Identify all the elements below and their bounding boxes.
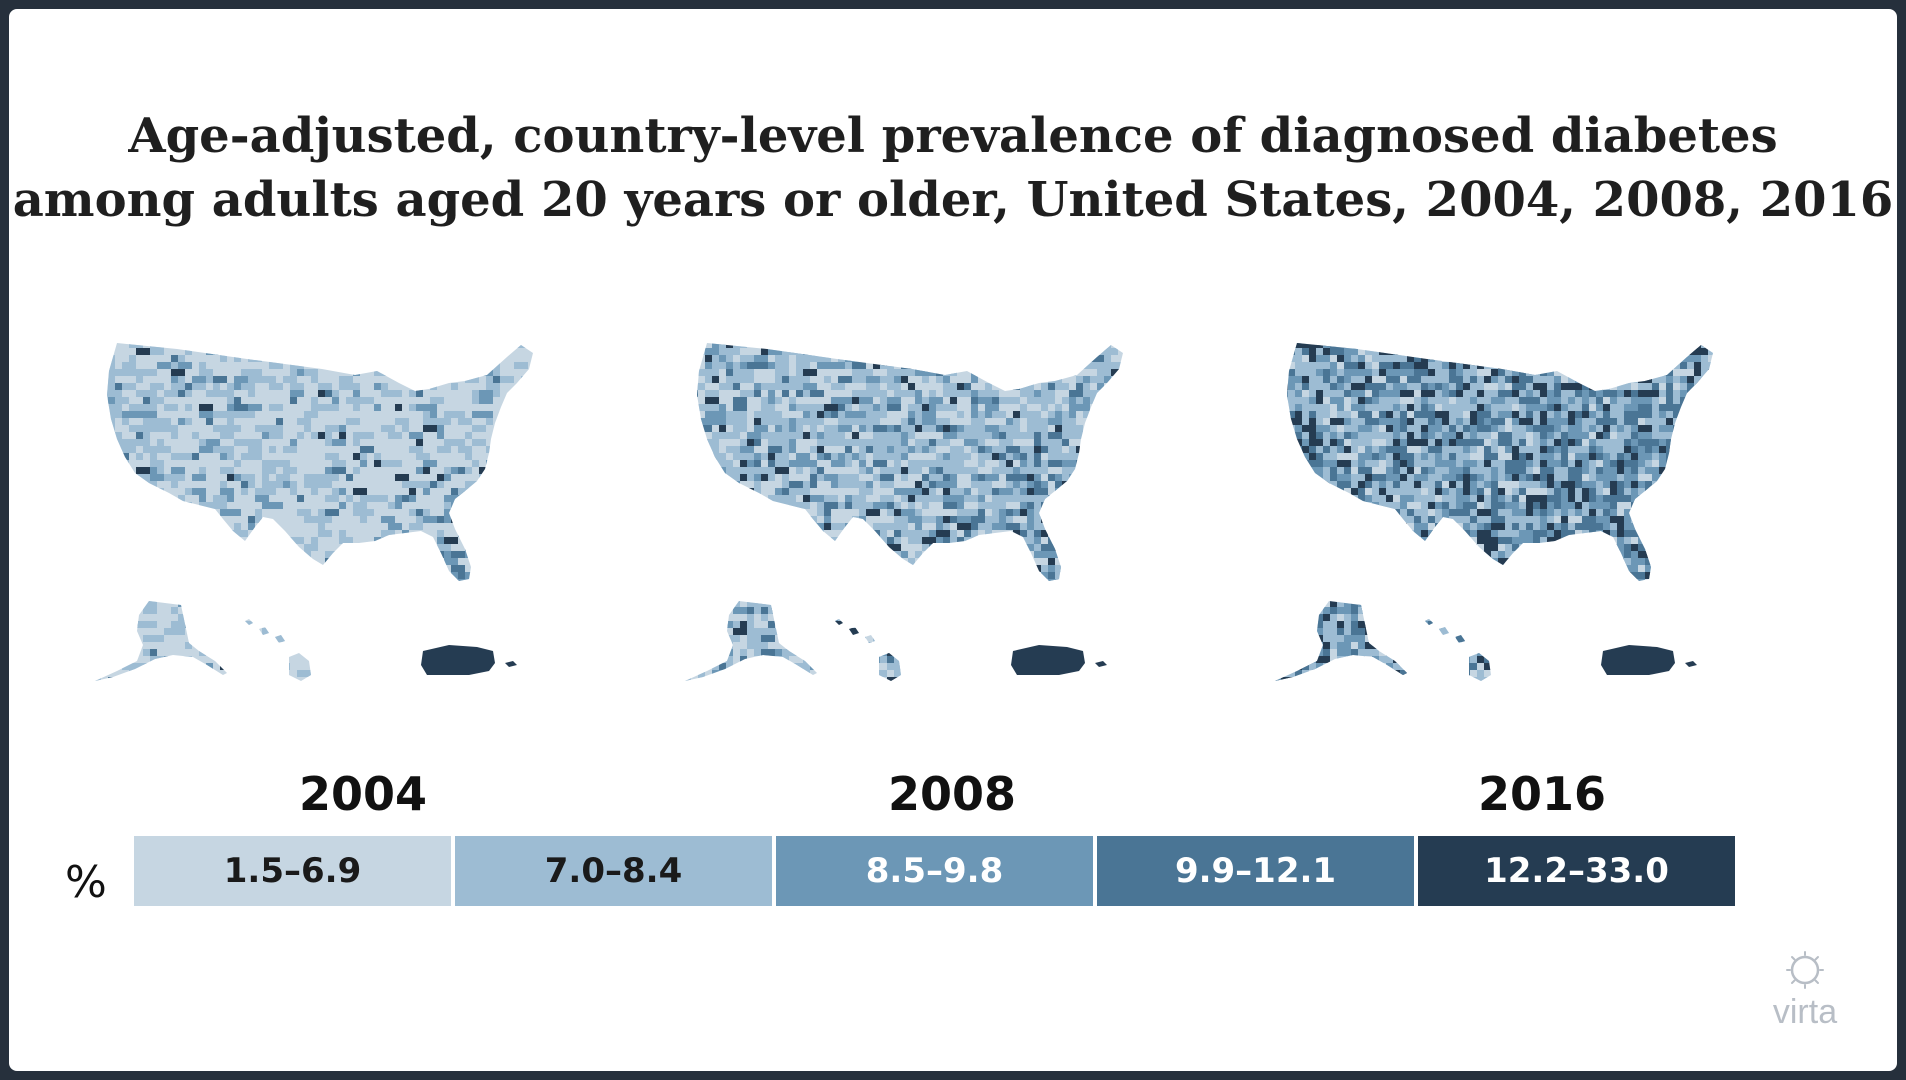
- legend-unit: %: [65, 857, 107, 908]
- legend-bin: 7.0–8.4: [455, 836, 772, 906]
- slide: Age-adjusted, country-level prevalence o…: [9, 9, 1897, 1071]
- legend-bin: 8.5–9.8: [776, 836, 1093, 906]
- region-puerto-rico: [1011, 645, 1107, 675]
- logo-text: virta: [1772, 993, 1838, 1031]
- title-line-1: Age-adjusted, country-level prevalence o…: [128, 108, 1778, 164]
- year-label-2016: 2016: [1477, 767, 1607, 821]
- title-line-2: among adults aged 20 years or older, Uni…: [12, 172, 1894, 228]
- legend-bin: 9.9–12.1: [1097, 836, 1414, 906]
- us-map-2016: [1275, 343, 1713, 681]
- legend-bin: 12.2–33.0: [1418, 836, 1735, 906]
- region-mainland: [107, 343, 533, 581]
- us-map-2004: [95, 343, 533, 681]
- sun-icon: [1786, 951, 1824, 989]
- legend-bin-label: 7.0–8.4: [544, 851, 683, 891]
- county-mosaic: [685, 343, 1123, 681]
- region-puerto-rico: [421, 645, 517, 675]
- county-mosaic: [1275, 343, 1713, 681]
- legend-bin-label: 8.5–9.8: [865, 851, 1004, 891]
- region-hawaii: [835, 619, 901, 681]
- legend-bin-label: 9.9–12.1: [1174, 851, 1337, 891]
- year-label-2004: 2004: [298, 767, 428, 821]
- region-puerto-rico: [1601, 645, 1697, 675]
- legend-bin-label: 1.5–6.9: [223, 851, 362, 891]
- year-label-2008: 2008: [887, 767, 1017, 821]
- legend-bin-label: 12.2–33.0: [1484, 851, 1669, 891]
- virta-logo: virta: [1766, 950, 1837, 1040]
- region-hawaii: [245, 619, 311, 681]
- chart-title: Age-adjusted, country-level prevalence o…: [9, 104, 1897, 232]
- legend-bin: 1.5–6.9: [134, 836, 451, 906]
- color-legend: 1.5–6.9 7.0–8.4 8.5–9.8 9.9–12.1 12.2–33…: [134, 836, 1735, 906]
- us-map-2008: [685, 343, 1123, 681]
